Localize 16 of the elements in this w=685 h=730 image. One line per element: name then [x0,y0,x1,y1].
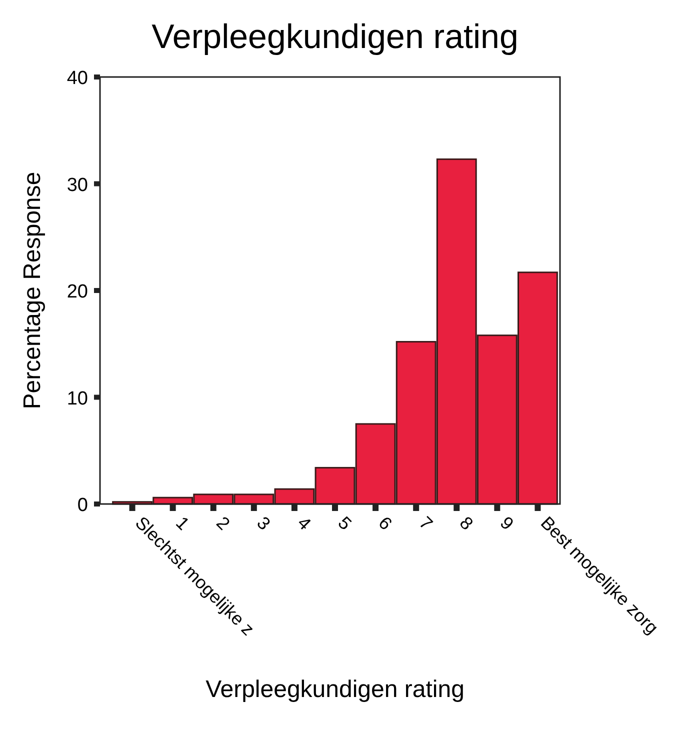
y-tick-label: 40 [66,68,88,89]
x-tick-label: 5 [334,512,356,534]
x-tick-label: 9 [496,512,518,534]
x-tick-label: 3 [253,512,274,534]
x-axis-title: Verpleegkundigen rating [206,676,464,703]
x-tick-label: 7 [415,512,436,534]
x-tick-label: 2 [212,512,234,534]
x-tick-label: 4 [294,512,315,534]
x-tick-label: 8 [456,512,478,534]
y-tick-label: 10 [66,388,88,410]
y-tick-label: 0 [77,495,88,516]
y-tick-label: 20 [66,282,88,302]
y-tick-label: 30 [66,174,88,196]
y-axis-title: Percentage Response [19,172,46,410]
x-tick-label: 6 [374,512,396,534]
chart-title: Verpleegkundigen rating [152,18,518,56]
